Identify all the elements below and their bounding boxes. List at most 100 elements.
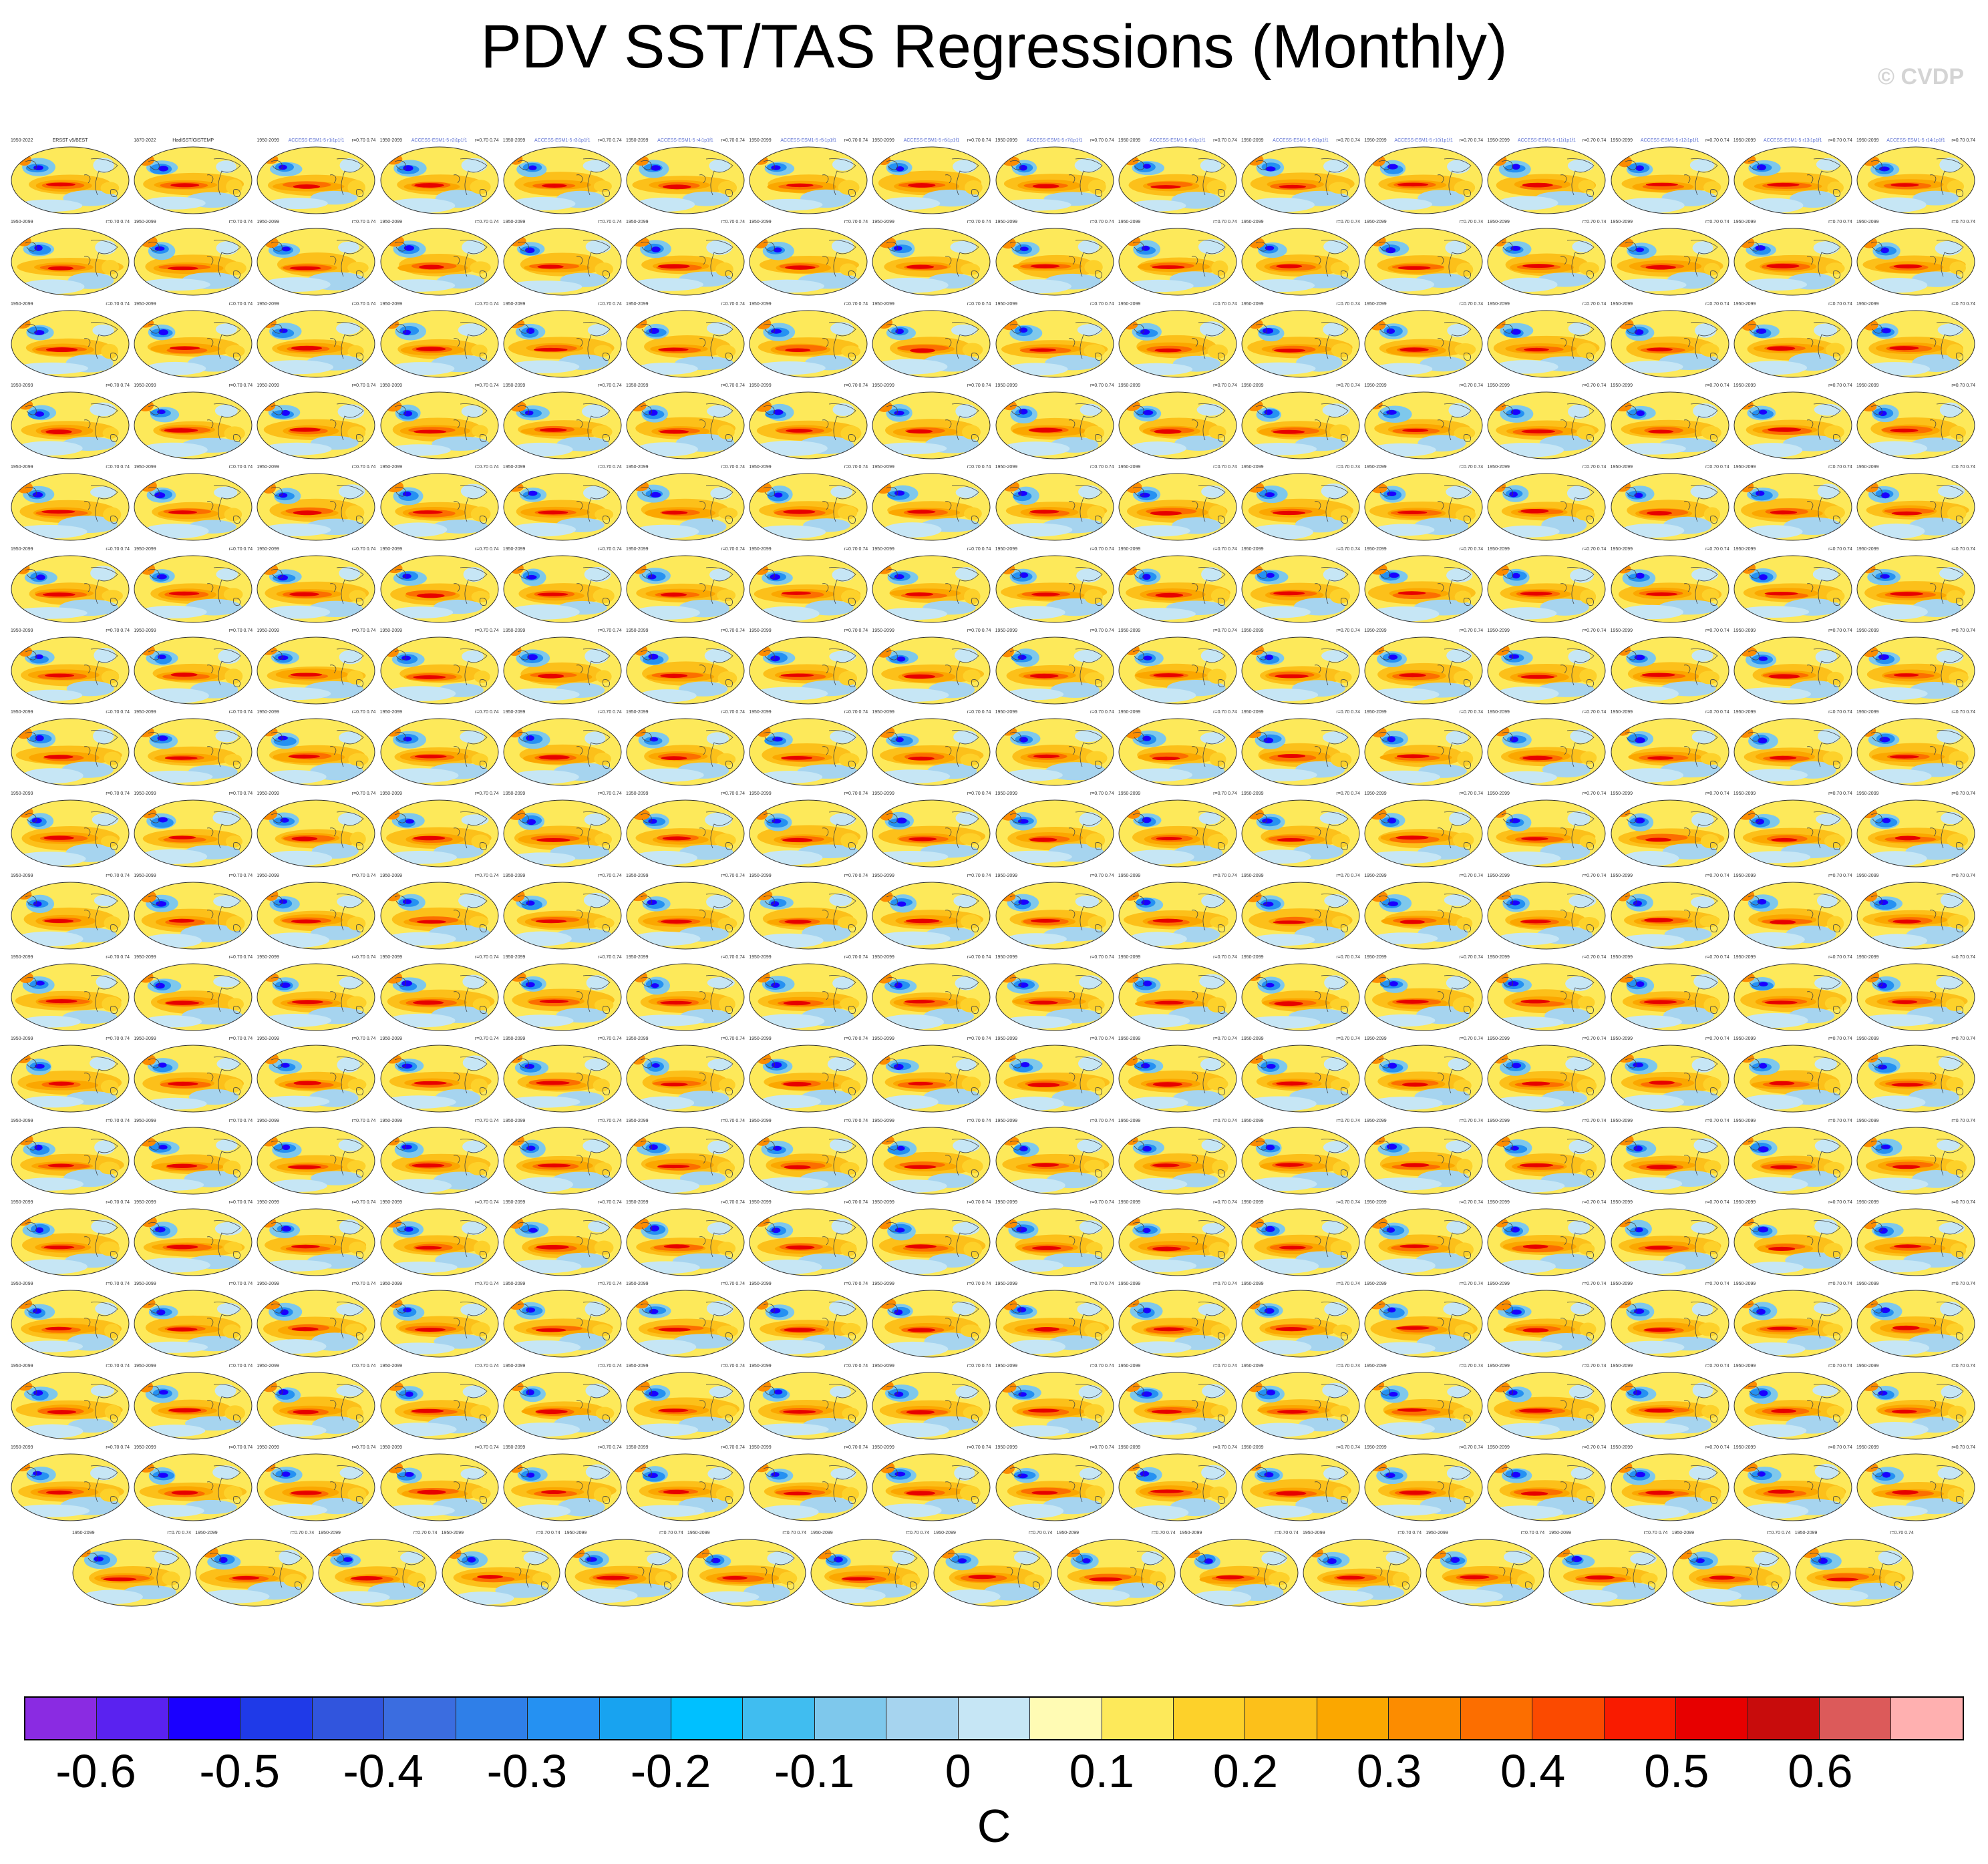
world-map-icon [503,718,622,786]
panel-dataset-label: ACCESS-ESM1-5 r13i1p1f1 [1764,138,1822,143]
panel-period-label: 1950-2099 [1610,955,1633,960]
world-map-icon [1364,799,1483,868]
panel-period-label: 1950-2099 [872,1037,894,1042]
regression-map-panel: 1950-2099 r=0.70 0.74 [440,1530,562,1609]
panel-period-label: 1950-2099 [257,1363,279,1368]
panel-correlation-label: r=0.70 0.74 [228,1282,253,1287]
regression-map-panel: 1950-2099 r=0.70 0.74 [748,791,869,870]
world-map-icon [1733,1372,1852,1439]
regression-map-panel: 1950-2099 r=0.70 0.74 [1609,954,1731,1033]
panel-period-label: 1950-2099 [134,791,156,797]
regression-map-panel: 1950-2099 r=0.70 0.74 [9,1118,131,1197]
world-map-icon [1733,555,1852,622]
regression-map-panel: 1950-2099 r=0.70 0.74 [1486,954,1607,1033]
panel-period-label: 1950-2099 [1856,220,1879,225]
panel-correlation-label: r=0.70 0.74 [351,710,376,715]
panel-period-label: 1950-2099 [257,1199,279,1205]
panel-period-label: 1950-2099 [1487,791,1510,797]
world-map-icon [257,1208,375,1276]
panel-period-label: 1950-2099 [1487,301,1510,307]
regression-map-panel: 1950-2099 r=0.70 0.74 [1301,1530,1423,1609]
world-map-icon [1487,228,1606,296]
world-map-icon [1733,882,1852,950]
regression-map-panel: 1950-2099 r=0.70 0.74 [1855,628,1977,707]
panel-correlation-label: r=0.70 0.74 [413,1531,438,1536]
regression-map-panel: 1950-2099 r=0.70 0.74 [870,219,992,298]
panel-correlation-label: r=0.70 0.74 [1582,1445,1607,1450]
world-map-icon [995,636,1114,705]
panel-correlation-label: r=0.70 0.74 [1459,791,1484,797]
regression-map-panel: 1950-2099 r=0.70 0.74 [1486,628,1607,707]
world-map-icon [1118,1290,1237,1358]
colorbar-swatch [743,1698,815,1739]
world-map-icon [995,882,1114,950]
panel-correlation-label: r=0.70 0.74 [1459,710,1484,715]
regression-map-panel: 1950-2099 r=0.70 0.74 [379,1199,500,1278]
panel-period-label: 1950-2099 [1364,220,1387,225]
panel-correlation-label: r=0.70 0.74 [1951,465,1975,470]
panel-period-label: 1950-2099 [1241,791,1264,797]
panel-correlation-label: r=0.70 0.74 [598,1445,622,1450]
regression-map-panel: 1950-2099 r=0.70 0.74 [1117,464,1238,543]
regression-map-panel: 1950-2099 r=0.70 0.74 [1363,791,1484,870]
world-map-icon [134,1045,253,1113]
world-map-icon [872,391,991,459]
world-map-icon [134,228,253,296]
regression-map-panel: 1950-2099 r=0.70 0.74 [994,464,1116,543]
panel-correlation-label: r=0.70 0.74 [1951,1363,1975,1368]
panel-period-label: 1950-2099 [872,220,894,225]
panel-correlation-label: r=0.70 0.74 [1213,301,1237,307]
world-map-icon [503,1290,622,1358]
world-map-icon [1118,228,1237,296]
panel-correlation-label: r=0.70 0.74 [1336,1199,1360,1205]
regression-map-panel: 1950-2099 r=0.70 0.74 [1363,1199,1484,1278]
panel-period-label: 1950-2099 [257,710,279,715]
world-map-icon [257,799,375,868]
panel-correlation-label: r=0.70 0.74 [1951,1037,1975,1042]
panel-period-label: 1950-2099 [1856,1282,1879,1287]
panel-period-label: 1950-2099 [1118,1363,1141,1368]
panel-period-label: 1950-2099 [502,1282,526,1287]
world-map-icon [1487,963,1606,1031]
regression-map-panel: 1950-2099 r=0.70 0.74 [1609,1363,1731,1442]
panel-correlation-label: r=0.70 0.74 [1828,955,1852,960]
world-map-icon [1426,1539,1544,1607]
regression-map-panel: 1950-2099 r=0.70 0.74 [1240,546,1361,625]
regression-map-panel: 1950-2099 r=0.70 0.74 [1855,1445,1977,1523]
world-map-icon [1611,391,1729,459]
regression-map-panel: 1950-2099 r=0.70 0.74 [1117,709,1238,788]
panel-period-label: 1950-2099 [1856,301,1879,307]
panel-correlation-label: r=0.70 0.74 [106,873,130,878]
regression-map-panel: 1950-2099 r=0.70 0.74 [502,873,623,952]
panel-correlation-label: r=0.70 0.74 [1213,465,1237,470]
panel-period-label: 1950-2099 [626,1445,649,1450]
panel-period-label: 1950-2099 [995,220,1018,225]
panel-correlation-label: r=0.70 0.74 [1705,301,1729,307]
regression-map-panel: 1950-2099 r=0.70 0.74 [1363,709,1484,788]
panel-period-label: 1950-2099 [1487,955,1510,960]
panel-period-label: 1950-2099 [502,873,526,878]
panel-period-label: 1950-2099 [1856,873,1879,878]
panel-period-label: 1950-2099 [134,301,156,307]
panel-period-label: 1950-2099 [1856,465,1879,470]
regression-map-panel: 1950-2099 r=0.70 0.74 [255,464,377,543]
panel-correlation-label: r=0.70 0.74 [106,791,130,797]
colorbar-ticks: -0.6 -0.5 -0.4 -0.3 -0.2 -0.1 0 0.1 0.2 0.3 0.4 0.5… [24,1744,1964,1811]
regression-map-panel: 1950-2099 r=0.70 0.74 [1117,1036,1238,1115]
world-map-icon [257,1372,375,1439]
panel-correlation-label: r=0.70 0.74 [228,1445,253,1450]
regression-map-panel: 1950-2099 r=0.70 0.74 [870,709,992,788]
panel-correlation-label: r=0.70 0.74 [1336,710,1360,715]
regression-map-panel: 1950-2099 r=0.70 0.74 [9,791,131,870]
panel-period-label: 1950-2099 [1733,301,1756,307]
panel-correlation-label: r=0.70 0.74 [1336,873,1360,878]
panel-correlation-label: r=0.70 0.74 [474,383,499,388]
world-map-icon [626,1372,745,1439]
panel-period-label: 1950-2099 [1610,465,1633,470]
regression-map-panel: 1950-2099 r=0.70 0.74 [255,219,377,298]
panel-dataset-label: ACCESS-ESM1-5 r10i1p1f1 [1394,138,1453,143]
world-map-icon [1364,1372,1483,1439]
panel-correlation-label: r=0.70 0.74 [598,220,622,225]
regression-map-panel: 1950-2099 r=0.70 0.74 [502,1199,623,1278]
panel-period-label: 1950-2099 [11,1118,33,1123]
